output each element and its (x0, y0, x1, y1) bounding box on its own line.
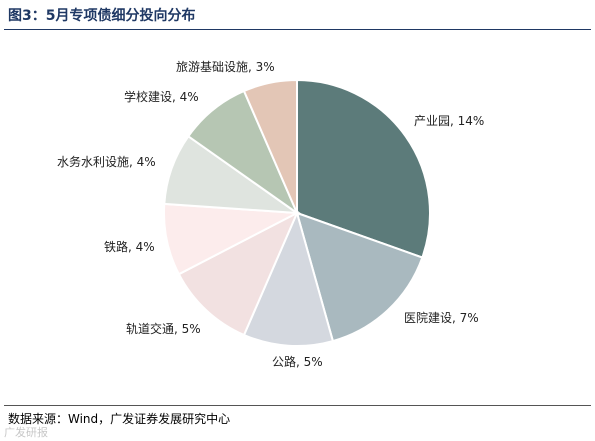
pie-slices (163, 78, 431, 348)
slice-label: 铁路, 4% (104, 239, 155, 254)
pie-slice (296, 78, 431, 259)
slice-label: 学校建设, 4% (124, 89, 199, 104)
pie-slice (177, 210, 300, 337)
slice-label: 轨道交通, 5% (126, 321, 201, 336)
slice-label: 产业园, 14% (414, 114, 484, 128)
slice-label: 公路, 5% (272, 354, 323, 369)
title-divider (4, 29, 591, 30)
pie-slice (242, 210, 335, 348)
pie-slice (295, 211, 424, 343)
pie-slice (242, 78, 298, 214)
source-note: 数据来源：Wind，广发证券发展研究中心 (8, 412, 231, 426)
slice-label: 旅游基础设施, 3% (176, 60, 275, 74)
footer-divider (4, 405, 591, 406)
slice-label: 医院建设, 7% (404, 311, 479, 325)
slice-label: 水务水利设施, 4% (57, 154, 156, 169)
pie-labels: 产业园, 14% 医院建设, 7% 公路, 5% 轨道交通, 5% 铁路, 4% 水务水利… (57, 60, 484, 369)
figure-title: 图3：5月专项债细分投向分布 (8, 8, 196, 24)
watermark-logo: 广发研报 (4, 426, 48, 439)
